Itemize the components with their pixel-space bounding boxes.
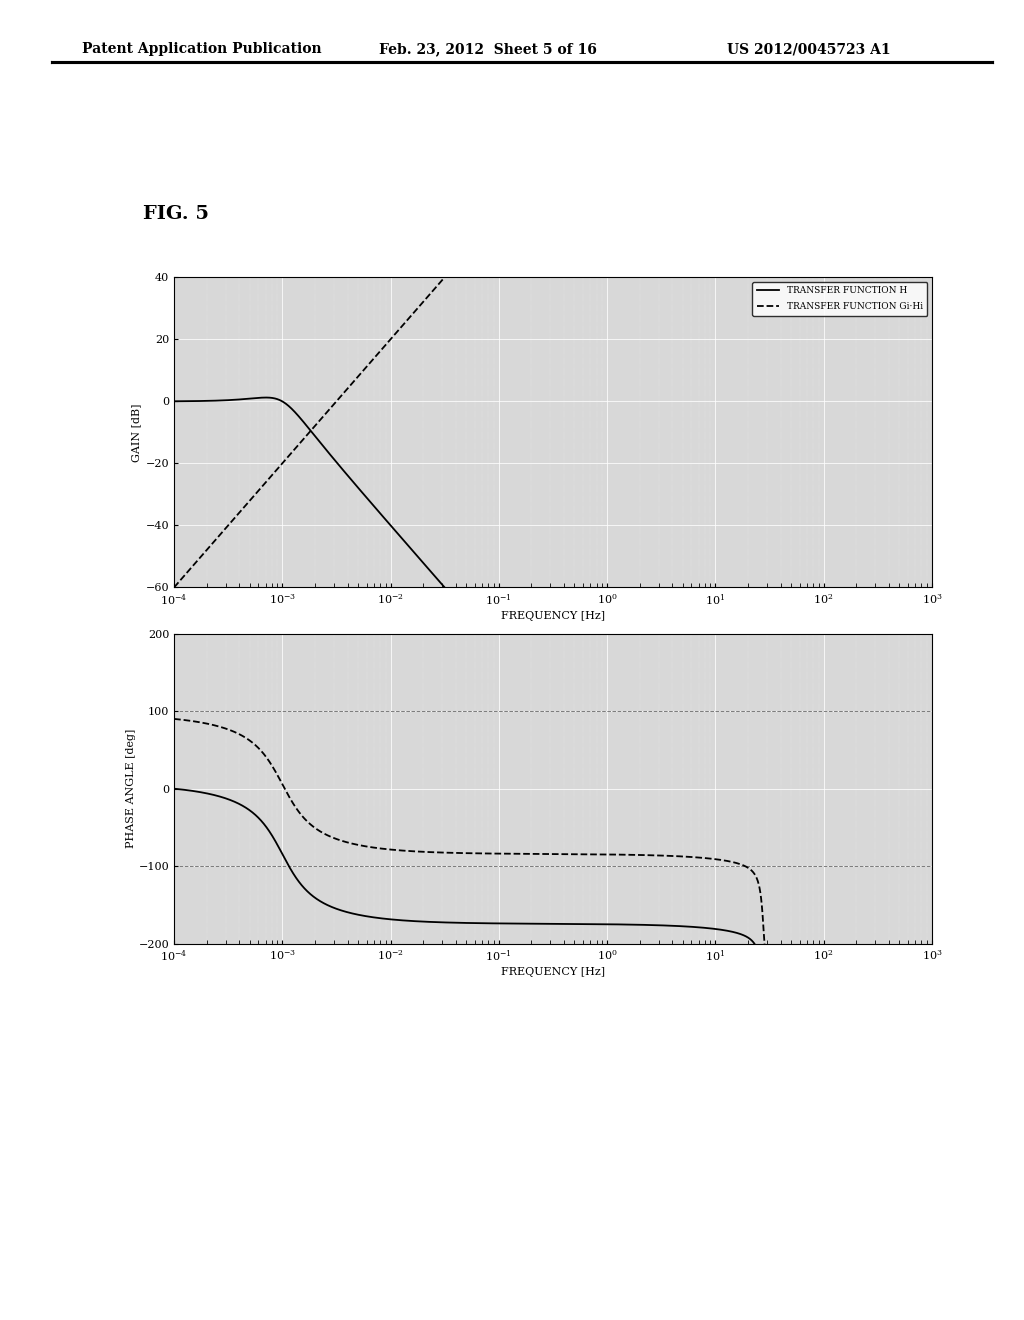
Text: US 2012/0045723 A1: US 2012/0045723 A1 bbox=[727, 42, 891, 57]
Y-axis label: PHASE ANGLE [deg]: PHASE ANGLE [deg] bbox=[126, 729, 136, 849]
X-axis label: FREQUENCY [Hz]: FREQUENCY [Hz] bbox=[501, 968, 605, 977]
Text: FIG. 5: FIG. 5 bbox=[143, 205, 209, 223]
Y-axis label: GAIN [dB]: GAIN [dB] bbox=[131, 403, 141, 462]
Text: Feb. 23, 2012  Sheet 5 of 16: Feb. 23, 2012 Sheet 5 of 16 bbox=[379, 42, 597, 57]
Legend: TRANSFER FUNCTION H, TRANSFER FUNCTION Gi·Hi: TRANSFER FUNCTION H, TRANSFER FUNCTION G… bbox=[753, 281, 928, 315]
X-axis label: FREQUENCY [Hz]: FREQUENCY [Hz] bbox=[501, 611, 605, 620]
Text: Patent Application Publication: Patent Application Publication bbox=[82, 42, 322, 57]
